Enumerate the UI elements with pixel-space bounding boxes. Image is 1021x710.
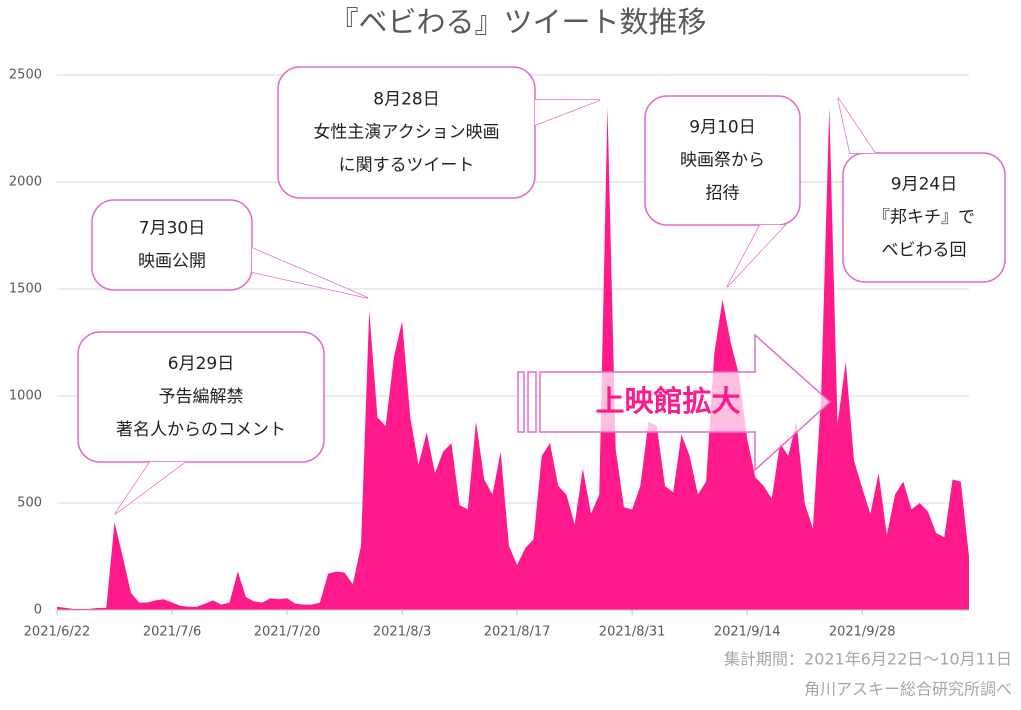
callout-tail-fill	[252, 248, 368, 298]
callout-tail-fill	[838, 98, 875, 153]
y-tick-label: 500	[17, 496, 42, 511]
callout-box	[277, 66, 536, 199]
callout-text: 6月29日	[168, 354, 234, 374]
note: 角川アスキー総合研究所調べ	[804, 680, 1012, 699]
callout-text: に関するツイート	[339, 156, 475, 176]
callout-text: 予告編解禁	[159, 387, 244, 407]
arrow-shape	[539, 333, 832, 472]
expansion-arrow: 上映館拡大	[517, 333, 832, 472]
callout-tail-fill	[115, 462, 185, 514]
x-tick-label: 2021/8/17	[484, 625, 551, 640]
callout-text: 9月10日	[689, 118, 755, 138]
y-tick-label: 2000	[9, 175, 42, 190]
x-tick-label: 2021/7/6	[143, 625, 201, 640]
note: 集計期間：2021年6月22日〜10月11日	[724, 650, 1012, 669]
callout-tail-fill	[535, 100, 600, 125]
callout-text: 招待	[706, 184, 740, 204]
x-tick-label: 2021/9/28	[829, 625, 896, 640]
x-tick-label: 2021/6/22	[24, 625, 91, 640]
chart-title: 『ベビわる』ツイート数推移	[329, 5, 706, 39]
callout-text: 映画祭から	[680, 151, 765, 171]
x-tick-label: 2021/8/3	[373, 625, 431, 640]
x-tick-label: 2021/7/20	[254, 625, 321, 640]
y-tick-label: 1000	[9, 389, 42, 404]
callout-text: 女性主演アクション映画	[313, 123, 499, 143]
callout-text: 『邦キチ』で	[873, 208, 975, 228]
y-tick-label: 2500	[9, 68, 42, 83]
callout-box	[644, 95, 801, 226]
callout-text: 7月30日	[139, 219, 205, 239]
callout-text: 映画公開	[138, 252, 206, 272]
callout-text: 8月28日	[373, 90, 439, 110]
callout-text: ベビわる回	[882, 241, 967, 261]
arrow-bar	[527, 371, 537, 433]
area	[57, 107, 969, 610]
callout-box	[91, 199, 253, 291]
y-tick-label: 0	[34, 603, 42, 618]
y-tick-label: 1500	[9, 282, 42, 297]
callout-tail-fill	[727, 225, 785, 287]
arrow-bar	[517, 371, 525, 433]
callout-box	[77, 331, 325, 463]
arrow-label: 上映館拡大	[595, 384, 740, 418]
x-tick-label: 2021/9/14	[714, 625, 781, 640]
x-tick-label: 2021/8/31	[599, 625, 666, 640]
callout-text: 9月24日	[891, 175, 957, 195]
callout-box	[842, 152, 1006, 283]
callout-text: 著名人からのコメント	[116, 420, 286, 440]
